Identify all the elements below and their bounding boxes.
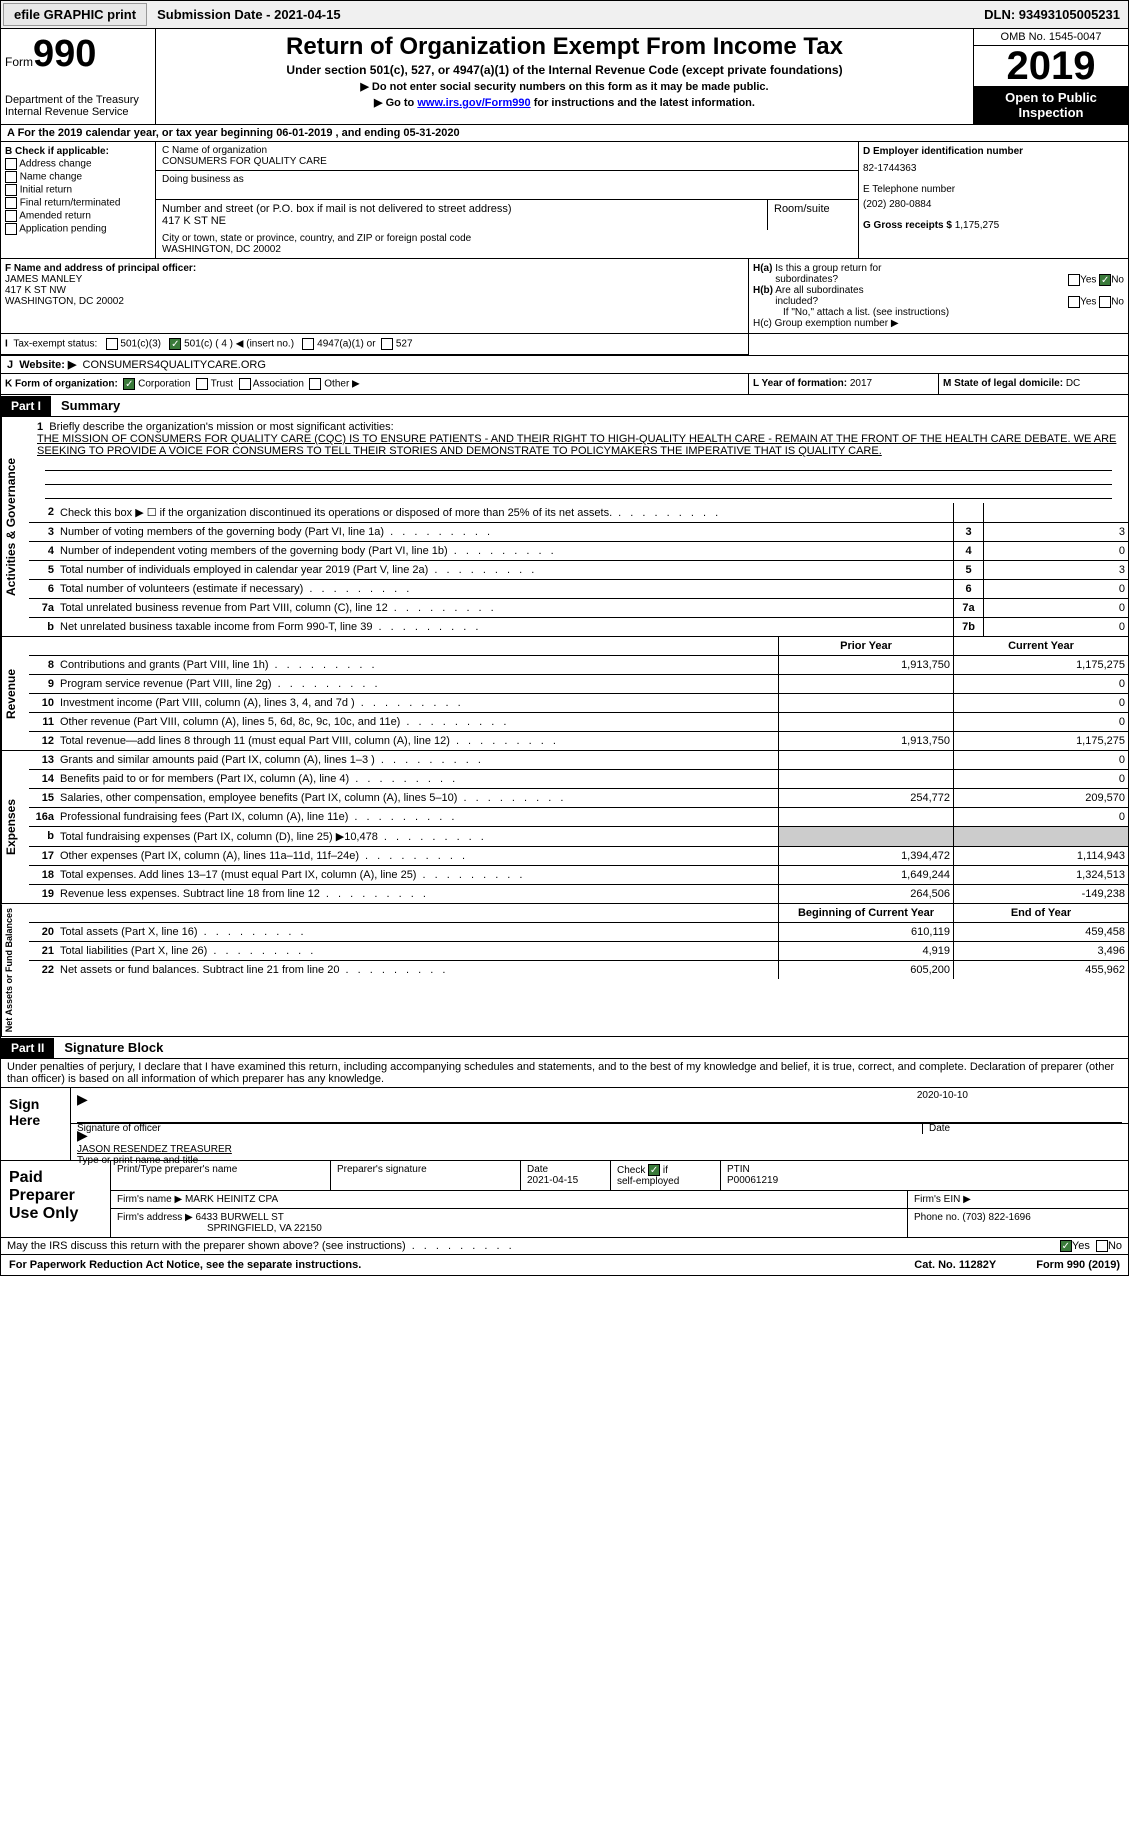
summary-line: 13Grants and similar amounts paid (Part … [29, 751, 1128, 770]
summary-line: 7aTotal unrelated business revenue from … [29, 599, 1128, 618]
summary-line: 10Investment income (Part VIII, column (… [29, 694, 1128, 713]
website-row: J Website: ▶ CONSUMERS4QUALITYCARE.ORG [0, 356, 1129, 374]
check-final[interactable] [5, 197, 17, 209]
summary-line: 14Benefits paid to or for members (Part … [29, 770, 1128, 789]
exp-section: Expenses 13Grants and similar amounts pa… [0, 751, 1129, 904]
sign-block: Sign Here ▶ Signature of officerDate 202… [0, 1088, 1129, 1161]
ck-assoc[interactable] [239, 378, 251, 390]
box-c: C Name of organizationCONSUMERS FOR QUAL… [156, 142, 858, 258]
summary-line: bTotal fundraising expenses (Part IX, co… [29, 827, 1128, 847]
ha-yes[interactable] [1068, 274, 1080, 286]
form-title: Return of Organization Exempt From Incom… [160, 33, 969, 61]
form-org-grid: K Form of organization: Corporation Trus… [0, 374, 1129, 395]
rev-tab: Revenue [1, 637, 29, 750]
efile-button[interactable]: efile GRAPHIC print [3, 3, 147, 26]
box-d-e-g: D Employer identification number 82-1744… [858, 142, 1128, 258]
summary-line: 17Other expenses (Part IX, column (A), l… [29, 847, 1128, 866]
officer-grid: F Name and address of principal officer:… [0, 259, 1129, 334]
summary-line: 15Salaries, other compensation, employee… [29, 789, 1128, 808]
na-tab: Net Assets or Fund Balances [1, 904, 29, 1036]
summary-line: 22Net assets or fund balances. Subtract … [29, 961, 1128, 979]
summary-line: 8Contributions and grants (Part VIII, li… [29, 656, 1128, 675]
summary-line: 6Total number of volunteers (estimate if… [29, 580, 1128, 599]
summary-line: 2Check this box ▶ ☐ if the organization … [29, 503, 1128, 523]
discuss-yes[interactable] [1060, 1240, 1072, 1252]
rev-section: Revenue Prior YearCurrent Year 8Contribu… [0, 637, 1129, 751]
ck-corp[interactable] [123, 378, 135, 390]
note-ssn: ▶ Do not enter social security numbers o… [160, 80, 969, 93]
ck-501c[interactable] [169, 338, 181, 350]
dept-text: Department of the Treasury Internal Reve… [5, 94, 151, 118]
form-header: Form990 Department of the Treasury Inter… [0, 29, 1129, 125]
discuss-no[interactable] [1096, 1240, 1108, 1252]
check-address[interactable] [5, 158, 17, 170]
hb-yes[interactable] [1068, 296, 1080, 308]
gov-tab: Activities & Governance [1, 417, 29, 636]
ha-no[interactable] [1099, 274, 1111, 286]
check-amended[interactable] [5, 210, 17, 222]
ck-other[interactable] [309, 378, 321, 390]
summary-line: 3Number of voting members of the governi… [29, 523, 1128, 542]
form-subtitle: Under section 501(c), 527, or 4947(a)(1)… [160, 63, 969, 77]
gov-section: Activities & Governance 1 Briefly descri… [0, 417, 1129, 637]
ck-501c3[interactable] [106, 338, 118, 350]
summary-line: 21Total liabilities (Part X, line 26)4,9… [29, 942, 1128, 961]
ck-4947[interactable] [302, 338, 314, 350]
check-name[interactable] [5, 171, 17, 183]
perjury-text: Under penalties of perjury, I declare th… [0, 1059, 1129, 1088]
ck-527[interactable] [381, 338, 393, 350]
summary-line: 12Total revenue—add lines 8 through 11 (… [29, 732, 1128, 750]
submission-date: Submission Date - 2021-04-15 [149, 4, 349, 25]
ck-trust[interactable] [196, 378, 208, 390]
summary-line: 20Total assets (Part X, line 16)610,1194… [29, 923, 1128, 942]
summary-line: bNet unrelated business taxable income f… [29, 618, 1128, 636]
summary-line: 18Total expenses. Add lines 13–17 (must … [29, 866, 1128, 885]
summary-line: 16aProfessional fundraising fees (Part I… [29, 808, 1128, 827]
period-row: A For the 2019 calendar year, or tax yea… [0, 125, 1129, 142]
hb-no[interactable] [1099, 296, 1111, 308]
summary-line: 4Number of independent voting members of… [29, 542, 1128, 561]
part1-header: Part ISummary [0, 395, 1129, 417]
check-pending[interactable] [5, 223, 17, 235]
summary-line: 11Other revenue (Part VIII, column (A), … [29, 713, 1128, 732]
irs-link[interactable]: www.irs.gov/Form990 [417, 97, 530, 109]
status-web-grid: I Tax-exempt status: 501(c)(3) 501(c) ( … [0, 334, 1129, 356]
box-b: B Check if applicable: Address change Na… [1, 142, 156, 258]
check-initial[interactable] [5, 184, 17, 196]
summary-line: 5Total number of individuals employed in… [29, 561, 1128, 580]
summary-line: 19Revenue less expenses. Subtract line 1… [29, 885, 1128, 903]
footer: For Paperwork Reduction Act Notice, see … [0, 1255, 1129, 1276]
na-section: Net Assets or Fund Balances Beginning of… [0, 904, 1129, 1037]
open-inspection: Open to Public Inspection [974, 86, 1128, 124]
tax-year: 2019 [974, 46, 1128, 86]
form-number: 990 [33, 33, 96, 75]
discuss-row: May the IRS discuss this return with the… [0, 1238, 1129, 1255]
dln: DLN: 93493105005231 [976, 4, 1128, 25]
entity-grid: B Check if applicable: Address change Na… [0, 142, 1129, 259]
top-bar: efile GRAPHIC print Submission Date - 20… [0, 0, 1129, 29]
summary-line: 9Program service revenue (Part VIII, lin… [29, 675, 1128, 694]
note-goto: ▶ Go to www.irs.gov/Form990 for instruct… [160, 96, 969, 109]
exp-tab: Expenses [1, 751, 29, 903]
form-label: Form [5, 55, 33, 69]
preparer-block: Paid Preparer Use Only Print/Type prepar… [0, 1161, 1129, 1238]
part2-header: Part IISignature Block [0, 1037, 1129, 1059]
